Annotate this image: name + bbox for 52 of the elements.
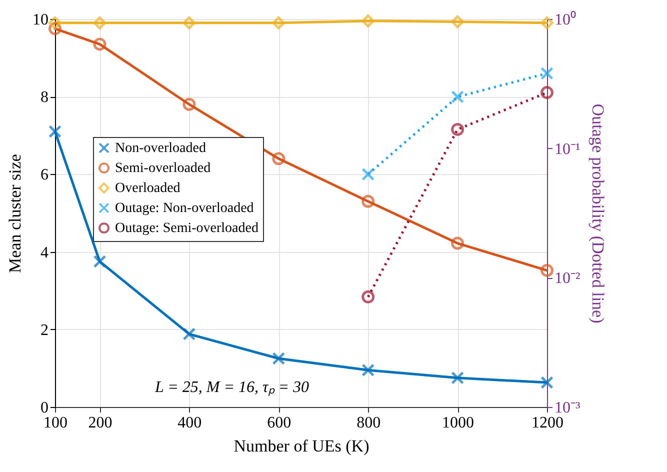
point xyxy=(93,38,106,51)
y2-tick-label: 10⁻¹ xyxy=(554,140,580,158)
x-tick-label: 1000 xyxy=(442,414,474,432)
y-tick-label: 2 xyxy=(40,322,48,339)
x-tick-label: 200 xyxy=(88,414,112,432)
point xyxy=(182,16,196,30)
point xyxy=(93,16,106,30)
point xyxy=(48,16,62,30)
annotation: L = 25, M = 16, τₚ = 30 xyxy=(154,379,310,396)
point xyxy=(182,98,196,111)
y-tick-label: 8 xyxy=(40,89,48,106)
legend-label: Overloaded xyxy=(115,181,180,196)
point xyxy=(272,352,286,365)
point xyxy=(540,66,554,80)
point xyxy=(362,14,375,28)
point xyxy=(540,16,554,30)
point xyxy=(540,376,554,390)
legend-label: Outage: Non-overloaded xyxy=(115,201,254,216)
y-tick-label: 4 xyxy=(40,244,48,262)
point xyxy=(48,125,62,138)
point xyxy=(272,16,286,30)
x-tick-label: 400 xyxy=(178,414,202,432)
point xyxy=(451,90,464,104)
x-tick-label: 1200 xyxy=(532,414,564,432)
point xyxy=(362,364,375,377)
point xyxy=(93,255,106,268)
y2-tick-label: 10⁰ xyxy=(554,10,576,28)
x-tick-label: 600 xyxy=(267,414,292,432)
y2-axis-title: Outage probability (Dotted line) xyxy=(588,104,608,324)
x-tick-label: 100 xyxy=(44,414,68,432)
y2-tick-label: 10⁻³ xyxy=(554,400,580,416)
point xyxy=(540,86,554,100)
point xyxy=(451,122,464,136)
point xyxy=(362,290,375,304)
legend-label: Non-overloaded xyxy=(115,141,206,156)
y-tick-label: 10 xyxy=(32,12,48,28)
point xyxy=(451,15,464,28)
point xyxy=(182,328,196,341)
point xyxy=(272,152,286,166)
y-tick-label: 0 xyxy=(40,400,48,416)
legend-label: Outage: Semi-overloaded xyxy=(115,221,258,236)
point xyxy=(362,168,375,181)
point xyxy=(451,371,464,384)
y2-tick-label: 10⁻² xyxy=(554,270,580,288)
x-axis-title: Number of UEs (K) xyxy=(234,436,370,456)
y-axis-title: Mean cluster size xyxy=(6,154,24,273)
point xyxy=(540,264,554,277)
x-tick-label: 800 xyxy=(356,414,381,432)
point xyxy=(362,194,375,208)
point xyxy=(451,236,464,250)
y-tick-label: 6 xyxy=(40,166,48,184)
legend-label: Semi-overloaded xyxy=(115,161,211,176)
